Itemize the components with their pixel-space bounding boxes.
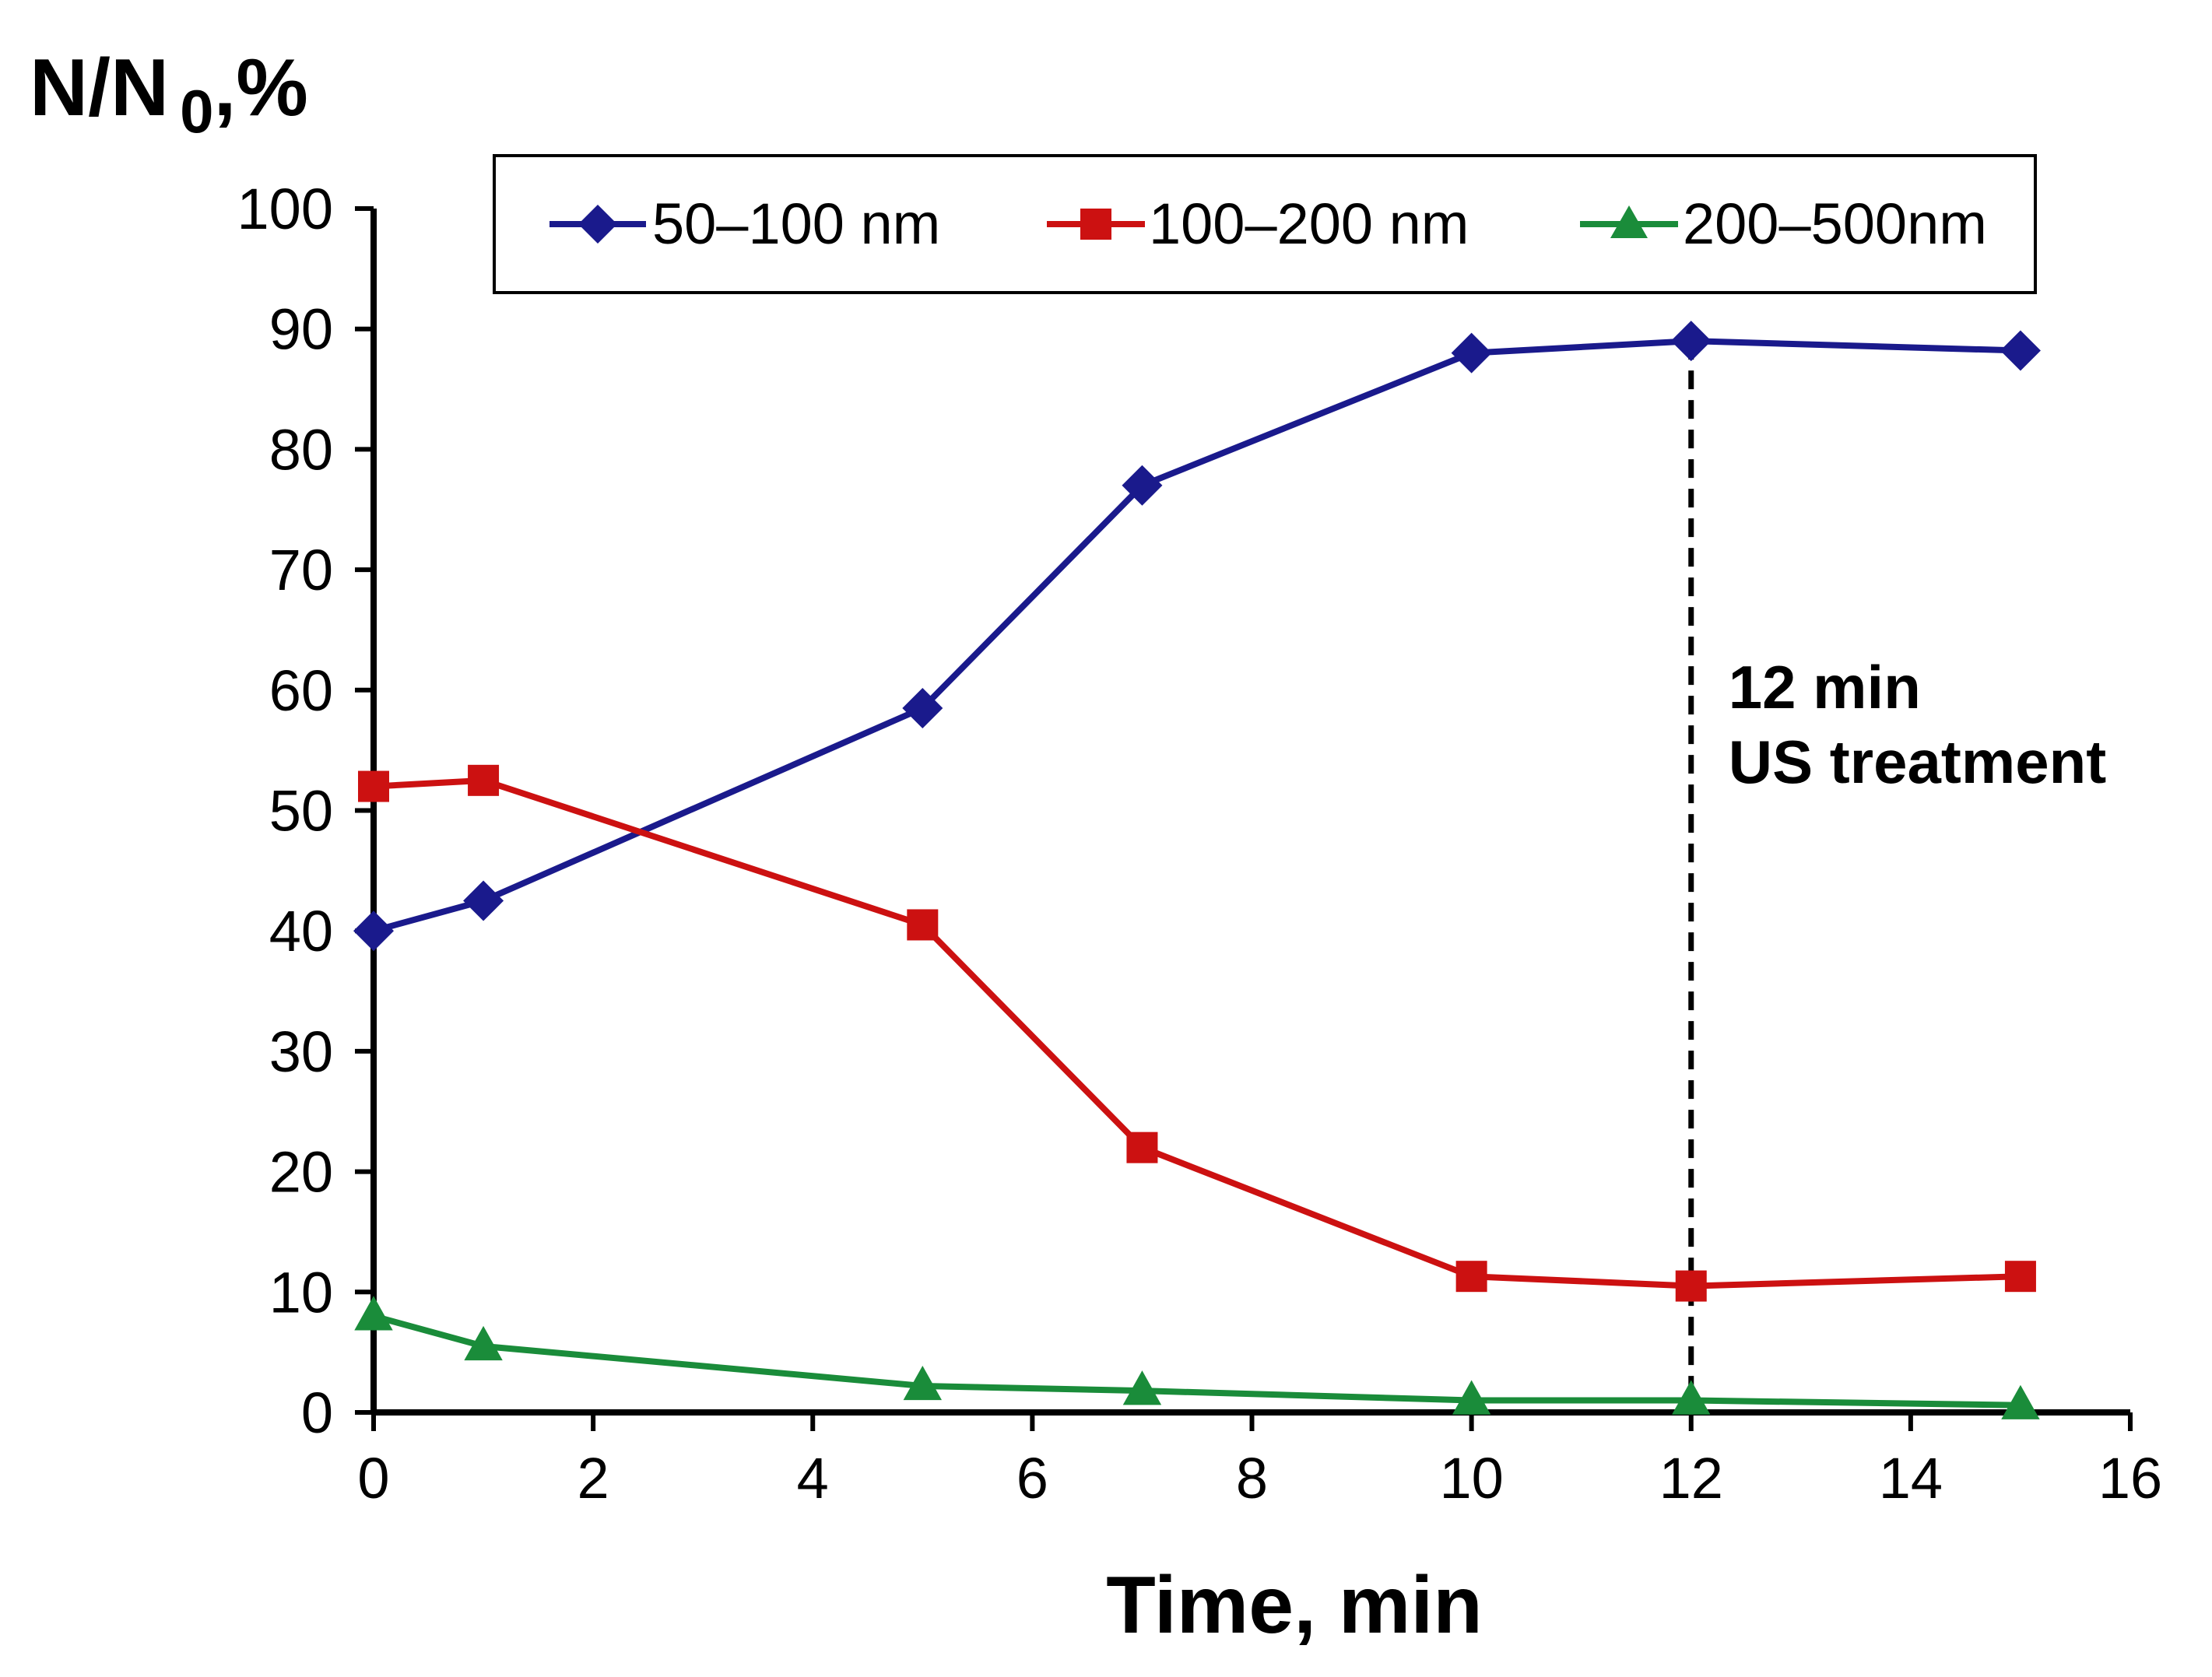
legend-item-200-500: 200–500nm — [1580, 191, 1987, 256]
series-2 — [358, 764, 2036, 1302]
axes — [370, 209, 2130, 1416]
data-point-square — [1455, 1261, 1487, 1293]
triangle-marker-icon — [1610, 205, 1648, 238]
x-axis-title: Time, min — [1106, 1560, 1483, 1651]
data-point-triangle — [464, 1325, 503, 1361]
x-ticks: 0 2 4 6 8 10 12 14 16 — [357, 1412, 2162, 1510]
y-tick-label: 100 — [237, 177, 333, 241]
x-tick-label: 10 — [1439, 1446, 1503, 1510]
x-tick-label: 6 — [1016, 1446, 1048, 1510]
y-tick-label: 0 — [301, 1381, 333, 1445]
data-point-triangle — [2001, 1384, 2040, 1419]
data-point-diamond — [1122, 465, 1163, 506]
y-axis-title-main: N/N — [30, 43, 169, 133]
legend-label: 200–500nm — [1683, 191, 1987, 256]
data-point-triangle — [1672, 1380, 1711, 1415]
data-point-triangle — [1122, 1370, 1162, 1405]
x-tick-label: 4 — [797, 1446, 829, 1510]
data-point-square — [1675, 1270, 1707, 1302]
y-tick-label: 20 — [269, 1140, 333, 1205]
data-point-triangle — [354, 1296, 393, 1331]
y-tick-label: 40 — [269, 899, 333, 963]
square-marker-icon — [1080, 209, 1111, 240]
y-axis-title-subscript: 0 — [180, 77, 213, 146]
data-point-diamond — [902, 688, 943, 729]
series-1 — [353, 321, 2041, 952]
y-axis-title: N/N 0,% — [30, 43, 308, 146]
legend-label: 100–200 nm — [1149, 191, 1469, 256]
annotation-label-line1: 12 min — [1729, 653, 1921, 721]
x-tick-label: 12 — [1659, 1446, 1723, 1510]
data-point-diamond — [2000, 330, 2041, 371]
annotation-label-line2: US treatment — [1729, 728, 2106, 796]
annotation: 12 min US treatment — [1688, 341, 2106, 1412]
y-tick-label: 80 — [269, 417, 333, 482]
y-ticks: 0 10 20 30 40 50 60 70 80 90 100 — [237, 177, 374, 1445]
data-point-square — [468, 764, 500, 796]
legend-box — [493, 154, 2037, 294]
x-tick-label: 0 — [357, 1446, 389, 1510]
data-point-square — [358, 770, 389, 802]
data-point-diamond — [463, 880, 504, 921]
x-tick-label: 8 — [1236, 1446, 1268, 1510]
data-point-square — [2004, 1261, 2036, 1293]
legend: 50–100 nm 100–200 nm 200–500nm — [493, 154, 2037, 294]
data-point-diamond — [1451, 332, 1492, 374]
y-tick-label: 50 — [269, 779, 333, 844]
y-tick-label: 90 — [269, 297, 333, 362]
data-point-diamond — [353, 910, 394, 952]
y-tick-label: 10 — [269, 1260, 333, 1324]
data-point-square — [907, 909, 939, 941]
x-tick-label: 16 — [2098, 1446, 2162, 1510]
legend-item-50-100: 50–100 nm — [549, 191, 940, 256]
series-3 — [354, 1296, 2040, 1419]
series-line — [372, 338, 2021, 935]
data-point-triangle — [903, 1365, 943, 1401]
diamond-marker-icon — [578, 205, 617, 244]
x-tick-label: 2 — [578, 1446, 609, 1510]
series-line — [373, 777, 2021, 1289]
legend-item-100-200: 100–200 nm — [1047, 191, 1469, 256]
y-tick-label: 70 — [269, 538, 333, 602]
series-layer — [353, 321, 2041, 1419]
y-tick-label: 30 — [269, 1019, 333, 1084]
data-point-square — [1126, 1131, 1158, 1163]
x-tick-label: 14 — [1879, 1446, 1943, 1510]
data-point-diamond — [1670, 321, 1712, 362]
y-tick-label: 60 — [269, 658, 333, 723]
data-point-triangle — [1452, 1380, 1491, 1415]
series-line — [372, 1313, 2021, 1409]
y-axis-title-suffix: ,% — [214, 43, 308, 133]
legend-label: 50–100 nm — [652, 191, 940, 256]
